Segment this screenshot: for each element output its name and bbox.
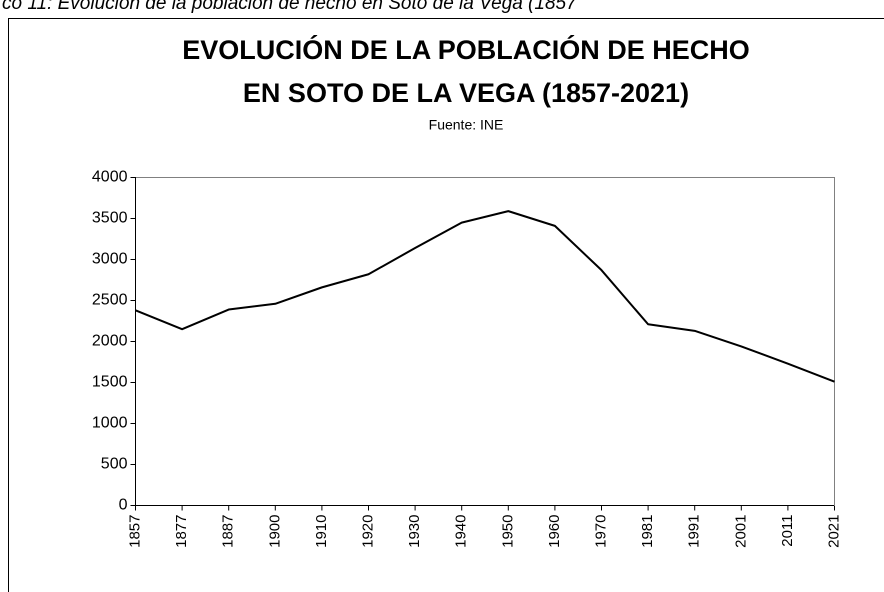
- x-tick-label: 1960: [546, 515, 563, 548]
- x-tick-label: 1930: [406, 515, 423, 548]
- x-tick-label: 1887: [220, 515, 237, 548]
- data-line: [135, 210, 835, 383]
- x-tick-label: 2011: [779, 515, 796, 547]
- y-tick-label: 500: [101, 456, 128, 473]
- y-tick-label: 1500: [92, 374, 128, 391]
- chart-subtitle: Fuente: INE: [429, 117, 504, 133]
- y-tick-label: 4000: [92, 169, 128, 186]
- x-tick-label: 1940: [453, 515, 470, 548]
- x-tick-label: 1970: [592, 515, 609, 548]
- y-tick-label: 2000: [92, 333, 128, 350]
- y-tick-label: 3500: [92, 210, 128, 227]
- x-tick-label: 1981: [639, 515, 656, 548]
- x-tick-label: 1920: [359, 515, 376, 548]
- y-tick-label: 1000: [92, 415, 128, 432]
- x-tick-label: 1991: [686, 515, 703, 548]
- x-tick-label: 2001: [732, 515, 749, 548]
- caption: co 11: Evolución de la población de hech…: [2, 0, 578, 14]
- x-tick-label: 2021: [825, 515, 842, 548]
- y-tick-label: 0: [119, 497, 128, 514]
- x-tick-label: 1857: [126, 515, 143, 548]
- x-tick-label: 1910: [313, 515, 330, 548]
- x-tick-label: 1877: [173, 515, 190, 548]
- x-tick-label: 1900: [266, 515, 283, 548]
- chart-title: EN SOTO DE LA VEGA (1857-2021): [243, 78, 689, 108]
- y-tick-label: 3000: [92, 251, 128, 268]
- x-tick-label: 1950: [499, 515, 516, 548]
- chart-frame: [8, 18, 884, 592]
- chart-title: EVOLUCIÓN DE LA POBLACIÓN DE HECHO: [182, 34, 750, 65]
- y-tick-label: 2500: [92, 292, 128, 309]
